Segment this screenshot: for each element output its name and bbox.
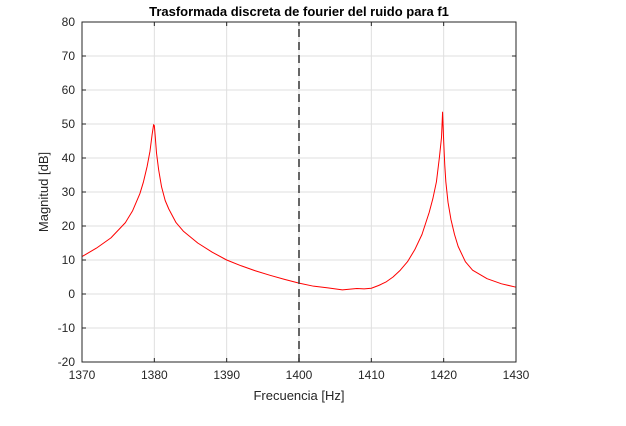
y-tick-label: 10 [62, 253, 76, 267]
y-tick-label: -20 [58, 355, 76, 369]
chart-title: Trasformada discreta de fourier del ruid… [149, 4, 449, 19]
x-tick-label: 1390 [213, 368, 240, 382]
y-tick-label: 50 [62, 117, 76, 131]
spectrum-line [81, 111, 517, 291]
x-axis-label: Frecuencia [Hz] [253, 388, 344, 403]
y-tick-label: 30 [62, 185, 76, 199]
y-tick-label: 60 [62, 83, 76, 97]
tick-labels: 1370 1380 1390 1400 1410 1420 1430 -20 -10 0 10 20 3… [58, 15, 530, 382]
y-tick-label: 40 [62, 151, 76, 165]
x-tick-label: 1400 [286, 368, 313, 382]
x-tick-label: 1370 [69, 368, 96, 382]
y-tick-label: 20 [62, 219, 76, 233]
y-tick-label: 80 [62, 15, 76, 29]
y-tick-label: -10 [58, 321, 76, 335]
series-layer [81, 22, 517, 362]
x-tick-label: 1410 [358, 368, 385, 382]
y-axis-label: Magnitud [dB] [36, 152, 51, 232]
y-tick-label: 0 [68, 287, 75, 301]
x-tick-label: 1430 [503, 368, 530, 382]
y-tick-label: 70 [62, 49, 76, 63]
ticks [81, 21, 517, 363]
x-tick-label: 1380 [141, 368, 168, 382]
x-tick-label: 1420 [430, 368, 457, 382]
